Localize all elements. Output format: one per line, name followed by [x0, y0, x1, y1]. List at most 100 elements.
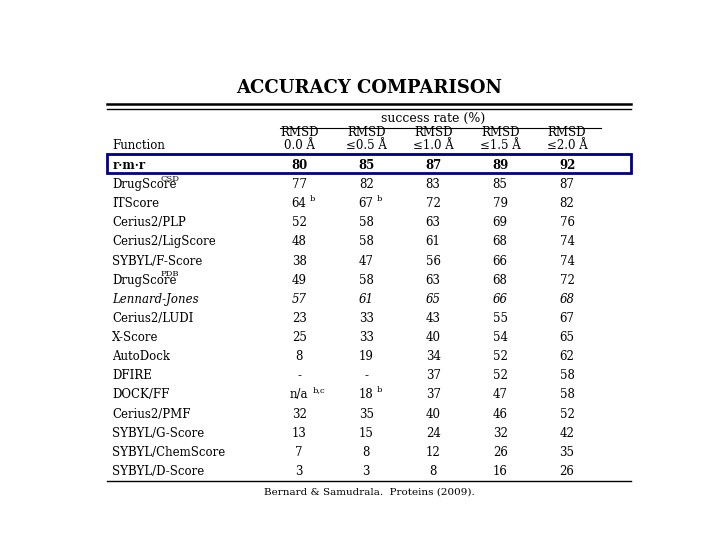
Text: 35: 35 — [359, 408, 374, 421]
Text: b: b — [377, 386, 382, 394]
Text: Cerius2/PLP: Cerius2/PLP — [112, 217, 186, 230]
Text: 47: 47 — [492, 388, 508, 401]
Text: 8: 8 — [296, 350, 303, 363]
Text: 66: 66 — [492, 254, 508, 267]
Text: 89: 89 — [492, 159, 508, 172]
Text: DOCK/FF: DOCK/FF — [112, 388, 170, 401]
Text: success rate (%): success rate (%) — [381, 112, 485, 125]
Text: 37: 37 — [426, 388, 441, 401]
Text: ≤0.5 Å: ≤0.5 Å — [346, 139, 387, 152]
Text: RMSD: RMSD — [347, 126, 385, 139]
Text: 72: 72 — [426, 197, 441, 210]
Text: 23: 23 — [292, 312, 307, 325]
Text: Function: Function — [112, 139, 165, 152]
Text: ≤1.0 Å: ≤1.0 Å — [413, 139, 454, 152]
Text: RMSD: RMSD — [481, 126, 519, 139]
Text: 76: 76 — [559, 217, 575, 230]
Text: 82: 82 — [559, 197, 575, 210]
Text: 18: 18 — [359, 388, 374, 401]
Text: 49: 49 — [292, 274, 307, 287]
Text: 55: 55 — [492, 312, 508, 325]
Text: 35: 35 — [559, 446, 575, 459]
Text: 32: 32 — [292, 408, 307, 421]
Text: 62: 62 — [559, 350, 575, 363]
Text: 40: 40 — [426, 331, 441, 344]
Text: 40: 40 — [426, 408, 441, 421]
Text: 67: 67 — [559, 312, 575, 325]
Text: 65: 65 — [426, 293, 441, 306]
Text: n/a: n/a — [290, 388, 308, 401]
Text: 24: 24 — [426, 427, 441, 440]
Text: SYBYL/F-Score: SYBYL/F-Score — [112, 254, 203, 267]
Text: 83: 83 — [426, 178, 441, 191]
Text: 68: 68 — [492, 235, 508, 248]
Text: 85: 85 — [492, 178, 508, 191]
Text: SYBYL/G-Score: SYBYL/G-Score — [112, 427, 204, 440]
Text: 52: 52 — [559, 408, 575, 421]
Text: 68: 68 — [492, 274, 508, 287]
Text: DrugScore: DrugScore — [112, 178, 177, 191]
Text: 8: 8 — [430, 465, 437, 478]
Text: 65: 65 — [559, 331, 575, 344]
Text: 77: 77 — [292, 178, 307, 191]
Text: 82: 82 — [359, 178, 374, 191]
Text: 67: 67 — [359, 197, 374, 210]
Text: ACCURACY COMPARISON: ACCURACY COMPARISON — [236, 79, 502, 97]
Text: ≤2.0 Å: ≤2.0 Å — [546, 139, 588, 152]
Text: Bernard & Samudrala.  Proteins (2009).: Bernard & Samudrala. Proteins (2009). — [264, 488, 474, 497]
Text: 19: 19 — [359, 350, 374, 363]
Text: 38: 38 — [292, 254, 307, 267]
Text: 25: 25 — [292, 331, 307, 344]
Text: 68: 68 — [559, 293, 575, 306]
Text: RMSD: RMSD — [414, 126, 452, 139]
Text: 74: 74 — [559, 235, 575, 248]
Text: b: b — [377, 195, 382, 202]
Text: 12: 12 — [426, 446, 441, 459]
Text: AutoDock: AutoDock — [112, 350, 171, 363]
Text: 8: 8 — [363, 446, 370, 459]
Text: 33: 33 — [359, 312, 374, 325]
Text: 61: 61 — [426, 235, 441, 248]
Text: Cerius2/PMF: Cerius2/PMF — [112, 408, 191, 421]
Text: ≤1.5 Å: ≤1.5 Å — [480, 139, 521, 152]
Text: Cerius2/LUDI: Cerius2/LUDI — [112, 312, 194, 325]
Text: 58: 58 — [359, 274, 374, 287]
Text: PDB: PDB — [161, 271, 179, 278]
Text: 61: 61 — [359, 293, 374, 306]
Text: 58: 58 — [359, 235, 374, 248]
Text: 74: 74 — [559, 254, 575, 267]
Text: 46: 46 — [492, 408, 508, 421]
Text: 3: 3 — [362, 465, 370, 478]
Text: 58: 58 — [559, 388, 575, 401]
Text: Cerius2/LigScore: Cerius2/LigScore — [112, 235, 216, 248]
Text: -: - — [364, 369, 368, 382]
Text: 0.0 Å: 0.0 Å — [284, 139, 315, 152]
Text: 72: 72 — [559, 274, 575, 287]
Text: 32: 32 — [492, 427, 508, 440]
Text: 33: 33 — [359, 331, 374, 344]
Text: 16: 16 — [492, 465, 508, 478]
Text: 52: 52 — [492, 369, 508, 382]
Text: 92: 92 — [559, 159, 575, 172]
Text: 56: 56 — [426, 254, 441, 267]
Text: b: b — [310, 195, 315, 202]
Text: 63: 63 — [426, 217, 441, 230]
Text: 48: 48 — [292, 235, 307, 248]
Text: 7: 7 — [295, 446, 303, 459]
Text: 85: 85 — [358, 159, 374, 172]
Text: 52: 52 — [492, 350, 508, 363]
Text: 87: 87 — [559, 178, 575, 191]
Text: 69: 69 — [492, 217, 508, 230]
Text: 52: 52 — [292, 217, 307, 230]
Text: 26: 26 — [492, 446, 508, 459]
Text: 64: 64 — [292, 197, 307, 210]
Text: 43: 43 — [426, 312, 441, 325]
Text: 42: 42 — [559, 427, 575, 440]
Text: 58: 58 — [359, 217, 374, 230]
Text: 54: 54 — [492, 331, 508, 344]
Text: 13: 13 — [292, 427, 307, 440]
Text: 80: 80 — [291, 159, 307, 172]
Text: 57: 57 — [292, 293, 307, 306]
Text: 47: 47 — [359, 254, 374, 267]
Text: 87: 87 — [425, 159, 441, 172]
